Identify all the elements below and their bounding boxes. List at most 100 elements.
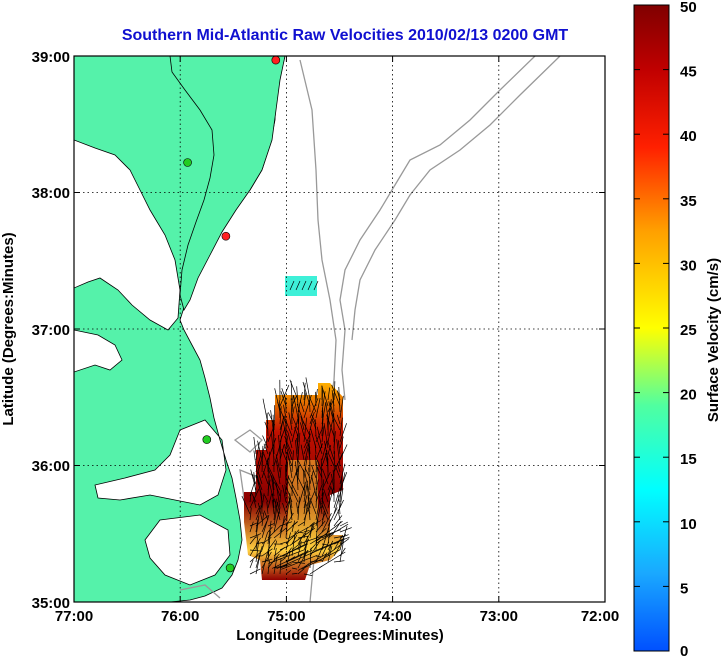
velocity-vector — [339, 395, 344, 419]
velocity-vector — [279, 435, 282, 449]
velocity-vector — [261, 457, 269, 479]
colorbar-tick-label: 0 — [680, 643, 688, 659]
velocity-vector — [331, 384, 341, 407]
colorbar-tick-label: 50 — [680, 0, 697, 16]
velocity-vector — [297, 521, 305, 527]
velocity-vector — [273, 547, 285, 557]
velocity-vector — [288, 412, 293, 431]
colorbar-tick-label: 10 — [680, 516, 697, 533]
station-marker — [183, 158, 192, 167]
velocity-vector — [314, 419, 317, 437]
velocity-vector — [327, 546, 333, 563]
velocity-vector — [249, 492, 252, 503]
velocity-vector — [267, 560, 270, 575]
velocity-vector — [273, 527, 287, 539]
chart-title: Southern Mid-Atlantic Raw Velocities 201… — [122, 27, 569, 44]
velocity-vector — [323, 422, 329, 449]
velocity-vector — [315, 443, 323, 461]
x-tick-label: 75:00 — [267, 608, 305, 625]
velocity-vector — [327, 444, 332, 455]
velocity-vector — [297, 568, 305, 575]
velocity-vector — [271, 475, 275, 497]
x-axis-label: Longitude (Degrees:Minutes) — [236, 627, 444, 644]
velocity-vector — [327, 387, 331, 401]
colorbar-tick-label: 5 — [680, 580, 688, 597]
velocity-vector — [309, 398, 319, 419]
velocity-vector — [315, 498, 321, 521]
velocity-vector — [327, 419, 334, 443]
velocity-vector — [339, 539, 345, 563]
velocity-vector — [333, 560, 345, 563]
velocity-vector — [301, 529, 342, 544]
velocity-vector — [261, 514, 270, 539]
velocity-vector — [316, 520, 343, 541]
velocity-vector — [303, 573, 313, 576]
velocity-vector — [256, 475, 263, 491]
velocity-vector — [299, 422, 305, 437]
y-tick-label: 35:00 — [32, 595, 70, 612]
velocity-vector — [273, 477, 281, 491]
velocity-vector — [303, 502, 309, 527]
delmarva-peninsula — [169, 56, 286, 312]
velocity-vector — [303, 480, 308, 503]
velocity-vector — [266, 501, 269, 515]
velocity-vector — [276, 551, 314, 570]
velocity-vector — [297, 541, 302, 557]
velocity-vector — [333, 381, 336, 401]
velocity-vector — [309, 418, 314, 431]
velocity-vector — [337, 463, 341, 473]
velocity-vector — [315, 454, 317, 467]
velocity-vectors — [241, 280, 352, 576]
velocity-vector — [281, 543, 308, 557]
velocity-vector — [272, 493, 275, 509]
velocity-vector — [303, 456, 308, 479]
velocity-vector — [321, 541, 330, 557]
velocity-vector — [273, 498, 281, 521]
velocity-vector — [321, 390, 323, 407]
velocity-vector — [314, 443, 317, 455]
velocity-vector — [257, 470, 263, 485]
gridlines — [74, 56, 605, 602]
velocity-vector — [285, 549, 313, 563]
velocity-vector — [295, 472, 305, 491]
colorbar-tick-label: 45 — [680, 64, 697, 81]
velocity-vector — [289, 280, 295, 291]
velocity-vector — [249, 536, 256, 545]
velocity-vector — [263, 494, 269, 503]
velocity-vector — [316, 426, 323, 449]
velocity-vector — [303, 526, 315, 545]
velocity-vector — [303, 536, 308, 563]
velocity-vector — [283, 404, 287, 419]
velocity-vector — [255, 515, 260, 539]
velocity-vector — [287, 452, 293, 479]
velocity-vector — [333, 452, 344, 473]
velocity-vector — [282, 484, 287, 503]
velocity-vector — [261, 551, 272, 569]
velocity-vector — [289, 492, 293, 509]
velocity-vector — [303, 394, 312, 419]
velocity-vector — [297, 432, 301, 461]
velocity-vector — [291, 465, 299, 485]
velocity-vector — [292, 417, 299, 431]
velocity-vector — [272, 550, 309, 569]
velocity-vector — [257, 440, 263, 461]
velocity-vector — [315, 460, 318, 473]
velocity-vector — [279, 516, 285, 539]
y-axis-label: Latitude (Degrees:Minutes) — [0, 232, 17, 425]
velocity-vector — [284, 436, 293, 455]
velocity-vector — [249, 507, 252, 521]
velocity-vector — [249, 488, 260, 509]
velocity-vector — [275, 454, 281, 473]
velocity-vector — [303, 382, 306, 401]
velocity-vector — [279, 384, 290, 407]
velocity-vector — [307, 280, 313, 291]
velocity-vector — [296, 403, 305, 425]
velocity-patch-north — [285, 276, 317, 296]
y-tick-label: 38:00 — [32, 185, 70, 202]
velocity-vector — [315, 483, 318, 509]
velocity-vector — [309, 430, 311, 443]
velocity-vector — [255, 534, 259, 551]
velocity-vector — [279, 444, 285, 461]
velocity-vector — [285, 521, 299, 533]
